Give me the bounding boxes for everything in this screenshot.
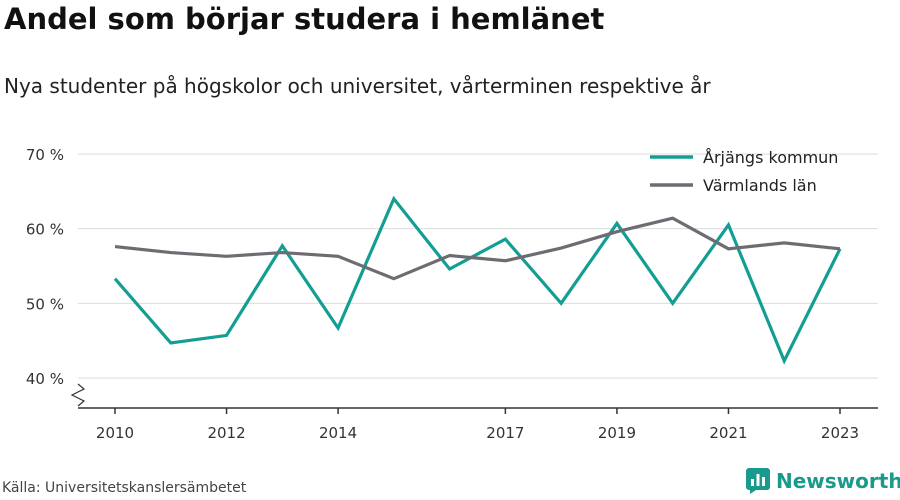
- legend-label: Värmlands län: [703, 176, 817, 195]
- brand-logo: Newsworthy: [746, 468, 900, 494]
- y-tick-label: 70 %: [26, 146, 64, 164]
- series-lines: [113, 195, 842, 365]
- chart-title: Andel som börjar studera i hemlänet: [4, 2, 605, 36]
- x-tick-label: 2014: [319, 424, 357, 442]
- newsworthy-logo-icon: [746, 468, 770, 494]
- x-tick-label: 2010: [96, 424, 134, 442]
- brand-name: Newsworthy: [776, 469, 900, 493]
- line-chart: 40 % 50 % 60 % 70 % 2010 2012 2014 2017 2019 2021…: [26, 146, 878, 442]
- axis-break-icon: [70, 383, 86, 407]
- series-line: [113, 195, 842, 365]
- source-note: Källa: Universitetskanslersämbetet: [2, 480, 247, 496]
- legend: Årjängs kommun Värmlands län: [650, 148, 838, 195]
- x-tick-label: 2019: [598, 424, 636, 442]
- y-tick-label: 40 %: [26, 370, 64, 388]
- legend-label: Årjängs kommun: [703, 148, 838, 167]
- axes: 40 % 50 % 60 % 70 % 2010 2012 2014 2017 2019 2021…: [26, 146, 878, 442]
- series-line: [114, 216, 841, 281]
- x-tick-label: 2012: [207, 424, 245, 442]
- y-tick-label: 50 %: [26, 295, 64, 313]
- chart-subtitle: Nya studenter på högskolor och universit…: [4, 74, 711, 98]
- x-tick-label: 2021: [709, 424, 747, 442]
- x-tick-label: 2023: [821, 424, 859, 442]
- y-tick-label: 60 %: [26, 221, 64, 239]
- gridlines: [78, 153, 878, 379]
- x-tick-label: 2017: [486, 424, 524, 442]
